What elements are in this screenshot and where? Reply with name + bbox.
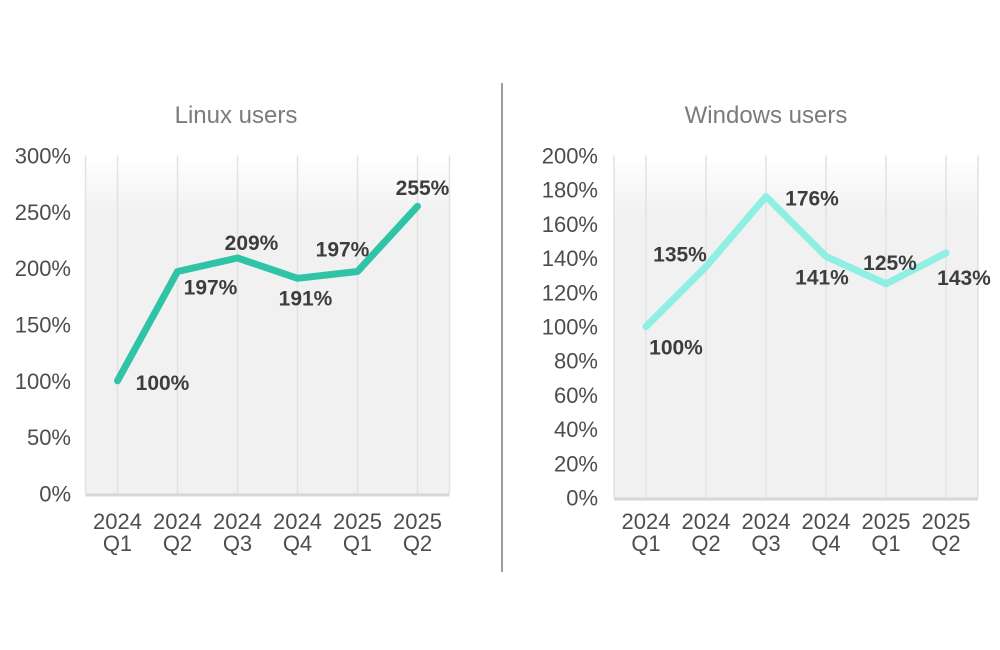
x-tick-label: 2024 <box>802 509 851 534</box>
linux-users-chart: 0%50%100%150%200%250%300%2024Q12024Q2202… <box>15 102 451 556</box>
x-tick-label: Q1 <box>871 531 900 556</box>
x-tick-label: Q3 <box>223 531 252 556</box>
point-label: 125% <box>863 252 917 275</box>
point-label: 100% <box>136 372 190 395</box>
y-tick-label: 300% <box>15 144 71 169</box>
x-tick-label: 2024 <box>742 509 791 534</box>
x-tick-label: Q1 <box>103 531 132 556</box>
point-label: 143% <box>937 267 991 290</box>
y-tick-label: 0% <box>566 486 598 511</box>
x-tick-label: 2024 <box>153 509 202 534</box>
x-tick-label: 2025 <box>922 509 971 534</box>
x-tick-label: Q2 <box>403 531 432 556</box>
linux-users-line <box>114 202 421 385</box>
x-tick-label: 2024 <box>622 509 671 534</box>
point-label: 255% <box>396 177 450 200</box>
x-tick-label: Q1 <box>343 531 372 556</box>
plot-area <box>85 155 450 494</box>
y-tick-label: 100% <box>15 369 71 394</box>
y-tick-label: 60% <box>554 383 598 408</box>
point-label: 197% <box>316 239 370 262</box>
y-tick-label: 160% <box>542 212 598 237</box>
point-label: 100% <box>649 337 703 360</box>
y-tick-label: 40% <box>554 417 598 442</box>
chart-title-windows: Windows users <box>685 102 848 129</box>
y-tick-label: 150% <box>15 313 71 338</box>
y-tick-label: 100% <box>542 315 598 340</box>
x-tick-label: 2024 <box>682 509 731 534</box>
point-label: 197% <box>184 277 238 300</box>
x-tick-label: Q1 <box>631 531 660 556</box>
x-tick-label: 2025 <box>393 509 442 534</box>
windows-users-chart: 0% 20% 40% 60% 80% 100% 120% 140% 160% 180% 200% 20… <box>542 102 991 556</box>
y-tick-label: 50% <box>27 425 71 450</box>
x-tick-label: 2024 <box>93 509 142 534</box>
x-tick-label: Q2 <box>931 531 960 556</box>
point-label: 209% <box>225 232 279 255</box>
windows-users-line <box>642 193 950 330</box>
y-tick-label: 140% <box>542 246 598 271</box>
x-tick-label: Q2 <box>691 531 720 556</box>
x-tick-label: Q4 <box>811 531 840 556</box>
y-tick-label: 20% <box>554 451 598 476</box>
point-label: 191% <box>279 287 333 310</box>
y-tick-label: 200% <box>15 256 71 281</box>
plot-area <box>614 155 978 498</box>
point-label: 141% <box>795 266 849 289</box>
y-tick-label: 200% <box>542 144 598 169</box>
y-tick-label: 180% <box>542 178 598 203</box>
x-tick-label: 2025 <box>333 509 382 534</box>
x-tick-label: Q3 <box>751 531 780 556</box>
x-tick-label: Q4 <box>283 531 312 556</box>
x-tick-label: 2024 <box>213 509 262 534</box>
chart-title-linux: Linux users <box>175 102 298 129</box>
y-tick-label: 0% <box>39 482 71 507</box>
x-tick-label: Q2 <box>163 531 192 556</box>
x-tick-label: 2024 <box>273 509 322 534</box>
y-tick-label: 250% <box>15 200 71 225</box>
x-tick-label: 2025 <box>862 509 911 534</box>
point-label: 176% <box>785 188 839 211</box>
point-label: 135% <box>653 244 707 267</box>
y-tick-label: 120% <box>542 280 598 305</box>
y-tick-label: 80% <box>554 349 598 374</box>
